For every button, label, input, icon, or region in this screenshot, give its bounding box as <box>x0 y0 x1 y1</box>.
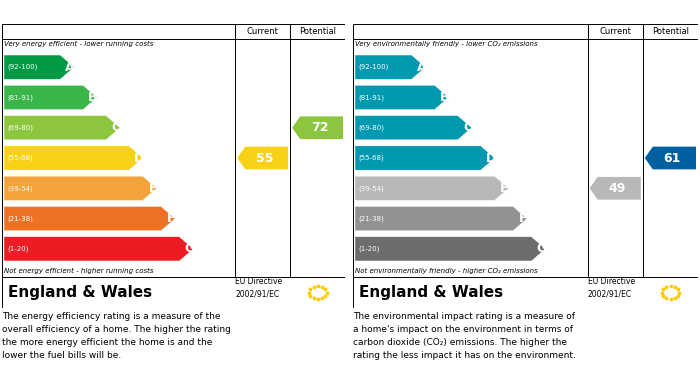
Text: E: E <box>500 182 509 195</box>
Text: (81-91): (81-91) <box>358 94 384 100</box>
Polygon shape <box>292 117 343 139</box>
Text: (55-68): (55-68) <box>358 155 384 161</box>
Text: 55: 55 <box>256 151 274 165</box>
Text: Not environmentally friendly - higher CO₂ emissions: Not environmentally friendly - higher CO… <box>355 267 538 274</box>
Text: Very energy efficient - lower running costs: Very energy efficient - lower running co… <box>4 41 153 47</box>
Text: C: C <box>463 121 473 134</box>
Text: (39-54): (39-54) <box>358 185 384 192</box>
Text: England & Wales: England & Wales <box>8 285 152 300</box>
Polygon shape <box>4 55 74 79</box>
Polygon shape <box>355 55 426 79</box>
Text: The environmental impact rating is a measure of
a home's impact on the environme: The environmental impact rating is a mea… <box>353 312 576 360</box>
Polygon shape <box>355 237 545 261</box>
Polygon shape <box>355 116 472 140</box>
Text: (69-80): (69-80) <box>358 124 384 131</box>
Polygon shape <box>4 176 157 201</box>
Text: EU Directive
2002/91/EC: EU Directive 2002/91/EC <box>235 278 282 298</box>
Text: England & Wales: England & Wales <box>359 285 503 300</box>
Text: (39-54): (39-54) <box>7 185 33 192</box>
Text: (1-20): (1-20) <box>358 246 379 252</box>
Polygon shape <box>355 176 509 201</box>
Text: D: D <box>134 151 144 165</box>
Text: (69-80): (69-80) <box>7 124 33 131</box>
Text: Energy Efficiency Rating: Energy Efficiency Rating <box>9 7 171 20</box>
Text: G: G <box>184 242 195 255</box>
Text: Current: Current <box>599 27 631 36</box>
Text: Current: Current <box>246 27 279 36</box>
Text: (81-91): (81-91) <box>7 94 33 100</box>
Text: C: C <box>111 121 120 134</box>
Text: Environmental Impact (CO₂) Rating: Environmental Impact (CO₂) Rating <box>360 7 592 20</box>
Text: (21-38): (21-38) <box>7 215 33 222</box>
Polygon shape <box>355 146 495 170</box>
Text: (92-100): (92-100) <box>358 64 388 70</box>
Polygon shape <box>645 147 696 169</box>
Text: B: B <box>440 91 449 104</box>
Text: D: D <box>486 151 496 165</box>
Text: (1-20): (1-20) <box>7 246 29 252</box>
Text: 61: 61 <box>664 151 681 165</box>
Text: A: A <box>65 61 75 74</box>
Text: EU Directive
2002/91/EC: EU Directive 2002/91/EC <box>587 278 635 298</box>
Polygon shape <box>4 146 143 170</box>
Text: E: E <box>148 182 157 195</box>
Text: (92-100): (92-100) <box>7 64 37 70</box>
Text: F: F <box>167 212 175 225</box>
Text: Potential: Potential <box>652 27 689 36</box>
Text: (21-38): (21-38) <box>358 215 384 222</box>
Text: Potential: Potential <box>299 27 336 36</box>
Text: 49: 49 <box>608 182 626 195</box>
Text: F: F <box>519 212 527 225</box>
Text: A: A <box>416 61 426 74</box>
Text: The energy efficiency rating is a measure of the
overall efficiency of a home. T: The energy efficiency rating is a measur… <box>2 312 231 360</box>
Text: Very environmentally friendly - lower CO₂ emissions: Very environmentally friendly - lower CO… <box>355 41 538 47</box>
Polygon shape <box>589 177 640 200</box>
Polygon shape <box>355 206 527 231</box>
Text: 72: 72 <box>311 121 328 134</box>
Polygon shape <box>4 85 97 109</box>
Polygon shape <box>237 147 288 169</box>
Polygon shape <box>355 85 449 109</box>
Text: B: B <box>88 91 98 104</box>
Polygon shape <box>4 116 120 140</box>
Polygon shape <box>4 237 193 261</box>
Text: G: G <box>536 242 547 255</box>
Text: (55-68): (55-68) <box>7 155 33 161</box>
Text: Not energy efficient - higher running costs: Not energy efficient - higher running co… <box>4 267 153 274</box>
Polygon shape <box>4 206 175 231</box>
